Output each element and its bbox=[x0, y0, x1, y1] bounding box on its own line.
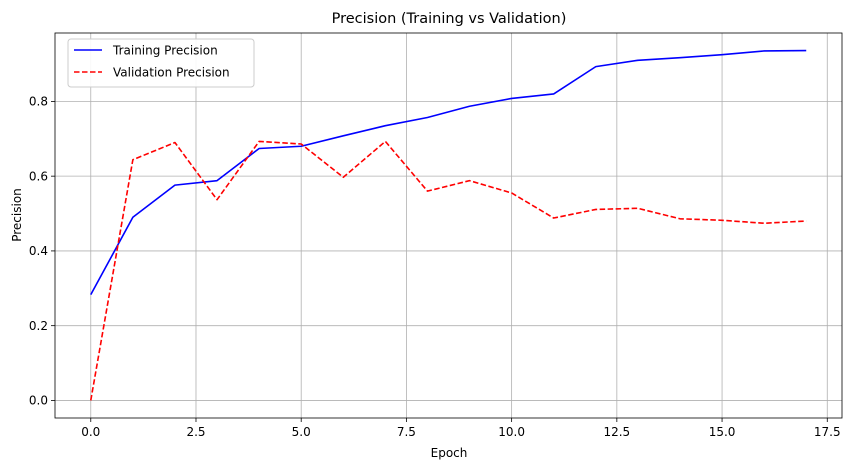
x-tick-label: 10.0 bbox=[498, 425, 525, 439]
y-axis-label: Precision bbox=[10, 188, 24, 242]
legend-frame bbox=[67, 38, 255, 88]
series-line-validation bbox=[89, 140, 807, 401]
x-tick-label: 0.0 bbox=[81, 425, 100, 439]
grid-layer bbox=[55, 33, 842, 418]
chart-title: Precision (Training vs Validation) bbox=[332, 11, 567, 27]
series-layer bbox=[89, 49, 807, 401]
plot-frame bbox=[54, 32, 843, 419]
legend: Training Precision Validation Precision bbox=[67, 38, 255, 88]
y-tick-label: 0.4 bbox=[29, 244, 48, 258]
y-tick-label: 0.2 bbox=[29, 319, 48, 333]
y-tick-label: 0.6 bbox=[29, 169, 48, 183]
x-tick-label: 5.0 bbox=[292, 425, 311, 439]
series-line-training bbox=[90, 49, 807, 296]
x-tick-label: 12.5 bbox=[603, 425, 630, 439]
x-tick-label: 15.0 bbox=[709, 425, 736, 439]
y-tick-label: 0.8 bbox=[29, 95, 48, 109]
legend-label-training: Training Precision bbox=[112, 44, 218, 58]
x-axis-label: Epoch bbox=[431, 446, 468, 460]
legend-label-validation: Validation Precision bbox=[113, 66, 230, 80]
x-tick-label: 2.5 bbox=[186, 425, 205, 439]
x-tick-label: 7.5 bbox=[397, 425, 416, 439]
x-tick-label: 17.5 bbox=[814, 425, 841, 439]
y-tick-label: 0.0 bbox=[29, 394, 48, 408]
tick-layer: 0.0 2.5 5.0 7.5 10.0 12.5 15.0 17.5 0.0 0.2 0.4 0.6… bbox=[29, 95, 841, 439]
